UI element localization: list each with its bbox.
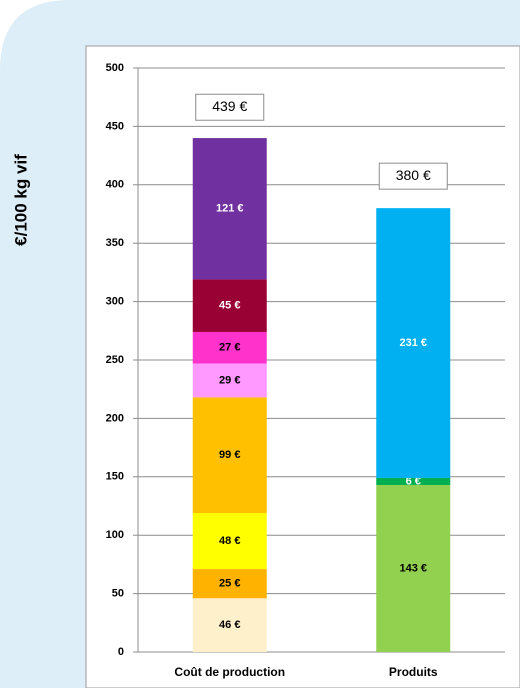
x-tick-label: Coût de production xyxy=(174,665,285,679)
y-tick-label: 250 xyxy=(106,354,124,366)
bar-segment xyxy=(192,138,267,280)
data-label: 25 € xyxy=(219,578,240,590)
total-box xyxy=(195,93,265,121)
y-tick-label: 400 xyxy=(106,179,124,191)
bar-segment xyxy=(192,279,267,332)
data-label: 46 € xyxy=(219,619,240,631)
y-tick-label: 0 xyxy=(118,646,124,658)
bar-segment xyxy=(192,397,267,514)
bar-segment xyxy=(192,569,267,599)
y-axis-label: €/100 kg vif xyxy=(11,154,30,246)
bar-segment xyxy=(376,484,451,652)
total-label: 439 € xyxy=(212,98,247,114)
data-label: 45 € xyxy=(219,300,240,312)
bar-segment xyxy=(376,208,451,478)
data-label: 29 € xyxy=(219,374,240,386)
data-label: 121 € xyxy=(216,203,244,215)
data-label: 143 € xyxy=(399,562,427,574)
y-tick-label: 500 xyxy=(106,62,124,74)
bar-segment xyxy=(192,598,267,652)
bar-segment xyxy=(192,331,267,364)
bar-segment xyxy=(192,513,267,570)
y-tick-label: 300 xyxy=(106,296,124,308)
data-label: 99 € xyxy=(219,449,240,461)
data-label: 48 € xyxy=(219,535,240,547)
x-tick-label: Produits xyxy=(389,665,438,679)
y-tick-label: 450 xyxy=(106,120,124,132)
y-tick-label: 200 xyxy=(106,412,124,424)
bar-segment xyxy=(376,477,451,485)
y-tick-label: 50 xyxy=(112,588,124,600)
plot-area xyxy=(85,45,520,688)
y-tick-label: 350 xyxy=(106,237,124,249)
y-tick-label: 100 xyxy=(106,529,124,541)
data-label: 6 € xyxy=(406,475,421,487)
bar-segment xyxy=(192,363,267,398)
data-label: 27 € xyxy=(219,342,240,354)
y-tick-label: 150 xyxy=(106,471,124,483)
total-box xyxy=(378,162,448,190)
total-label: 380 € xyxy=(396,167,431,183)
data-label: 231 € xyxy=(399,337,427,349)
